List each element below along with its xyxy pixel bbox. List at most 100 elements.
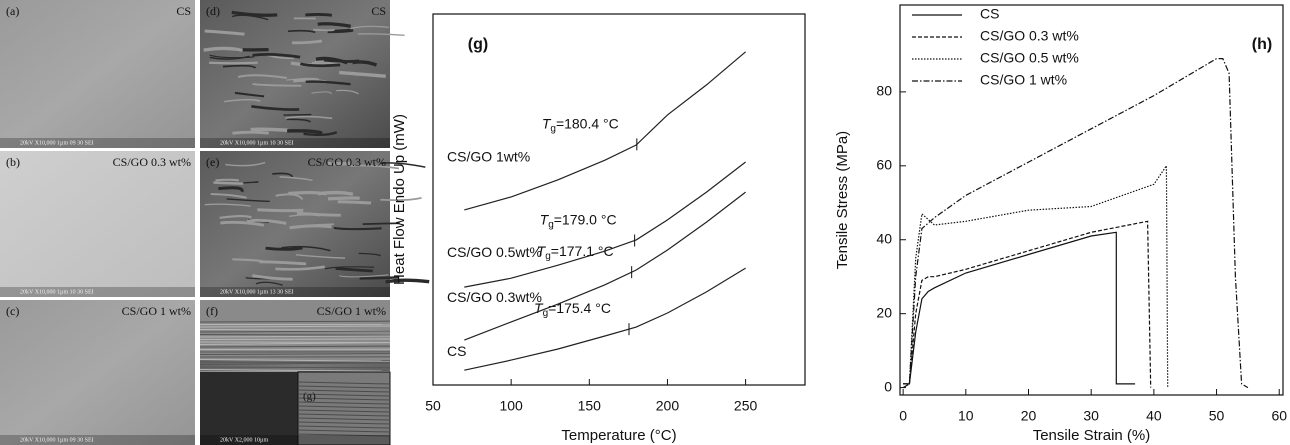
texture xyxy=(297,389,391,393)
texture xyxy=(199,325,391,328)
x-tick-label: 100 xyxy=(499,398,523,414)
legend-label: CS/GO 0.5 wt% xyxy=(980,50,1079,66)
curve-label: CS/GO 0.3wt% xyxy=(447,289,542,305)
footer-text: 20kV X2,000 10µm xyxy=(220,437,269,443)
texture xyxy=(362,222,400,225)
panel-label: CS/GO 1 wt% xyxy=(122,304,191,318)
curve-label: CS xyxy=(447,343,466,359)
texture xyxy=(339,274,389,278)
sem-panel: (d) CS 20kV X10,000 1µm 10 30 SEI xyxy=(200,0,405,148)
chart: 50 100 150 200 250 Temperature (°C) Heat Flow … xyxy=(391,13,806,444)
texture xyxy=(352,60,378,67)
panel-letter: (d) xyxy=(206,4,220,18)
texture xyxy=(252,274,293,281)
texture xyxy=(350,164,400,170)
sem-image xyxy=(200,151,390,297)
y-tick-label: 60 xyxy=(876,157,892,173)
tg-symbol: T xyxy=(542,115,552,131)
texture xyxy=(380,162,426,168)
texture xyxy=(265,246,303,251)
texture xyxy=(297,401,391,405)
panel-title: (g) xyxy=(468,36,488,53)
texture xyxy=(315,56,348,65)
panel-letter: (c) xyxy=(6,304,19,318)
texture xyxy=(297,405,391,409)
x-tick-label: 40 xyxy=(1146,408,1162,424)
tg-value: =175.4 °C xyxy=(548,300,611,316)
texture xyxy=(357,33,405,37)
texture xyxy=(237,74,287,79)
texture xyxy=(327,161,351,166)
panel-label: CS xyxy=(176,4,191,18)
texture xyxy=(305,223,335,227)
texture xyxy=(199,342,391,345)
x-tick-label: 10 xyxy=(958,408,974,424)
texture xyxy=(219,214,252,219)
texture xyxy=(210,193,247,199)
texture xyxy=(289,224,332,230)
chart: 0 10 20 30 40 50 60 0 20 40 60 80 Tensile Strain (%)… xyxy=(834,4,1287,444)
footer-bar xyxy=(200,435,390,445)
x-axis-title: Temperature (°C) xyxy=(561,427,676,444)
texture xyxy=(218,186,244,193)
texture xyxy=(317,22,351,28)
texture xyxy=(283,113,312,116)
texture xyxy=(224,98,261,103)
texture xyxy=(199,366,391,369)
x-tick-label: 50 xyxy=(1209,408,1225,424)
texture xyxy=(199,359,391,362)
texture xyxy=(281,245,331,252)
texture xyxy=(208,61,258,65)
texture xyxy=(285,115,333,120)
texture xyxy=(215,178,240,182)
sem-panels: (a) CS 20kV X10,000 1µm 09 30 SEI (b) CS/GO … xyxy=(0,0,430,445)
texture xyxy=(297,381,391,385)
texture xyxy=(297,421,391,425)
texture xyxy=(295,254,346,259)
texture xyxy=(225,161,266,167)
texture xyxy=(255,281,283,286)
sem-panel: (b) CS/GO 0.3 wt% 20kV X10,000 1µm 10 30 S… xyxy=(0,151,195,297)
tg-annotation: Tg=180.4 °C xyxy=(542,115,619,134)
texture xyxy=(213,181,244,185)
sem-image xyxy=(0,151,195,297)
texture xyxy=(327,196,360,201)
texture xyxy=(257,208,304,213)
texture xyxy=(359,276,399,280)
texture xyxy=(199,353,391,355)
x-tick-label: 20 xyxy=(1021,408,1037,424)
tg-subscript: g xyxy=(545,251,551,262)
curve-label: CS/GO 0.5wt% xyxy=(447,244,542,260)
texture xyxy=(339,70,386,78)
texture xyxy=(333,226,382,231)
texture xyxy=(226,198,270,203)
x-tick-label: 30 xyxy=(1083,408,1099,424)
y-tick-label: 0 xyxy=(884,378,892,394)
footer-text: 20kV X10,000 1µm 10 30 SEI xyxy=(220,140,294,146)
panel-letter: (b) xyxy=(6,155,20,169)
texture xyxy=(231,10,278,17)
panel-letter: (a) xyxy=(6,4,19,18)
texture xyxy=(336,89,359,95)
y-tick-label: 80 xyxy=(876,83,892,99)
footer-text: 20kV X10,000 1µm 10 30 SEI xyxy=(20,289,94,295)
texture xyxy=(250,127,289,133)
inset-label: (g) xyxy=(303,391,316,403)
texture xyxy=(385,278,430,284)
texture xyxy=(199,369,391,372)
texture xyxy=(311,91,332,95)
texture xyxy=(324,266,375,270)
footer-bar xyxy=(0,287,195,297)
series-line xyxy=(903,163,1169,388)
texture xyxy=(199,330,391,333)
legend-label: CS/GO 0.3 wt% xyxy=(980,28,1079,44)
texture xyxy=(350,25,389,30)
texture xyxy=(297,413,391,417)
texture xyxy=(300,62,341,68)
texture xyxy=(305,13,333,17)
series-line xyxy=(464,267,746,371)
texture xyxy=(380,196,422,202)
texture xyxy=(286,77,320,81)
series-line xyxy=(903,231,1136,385)
